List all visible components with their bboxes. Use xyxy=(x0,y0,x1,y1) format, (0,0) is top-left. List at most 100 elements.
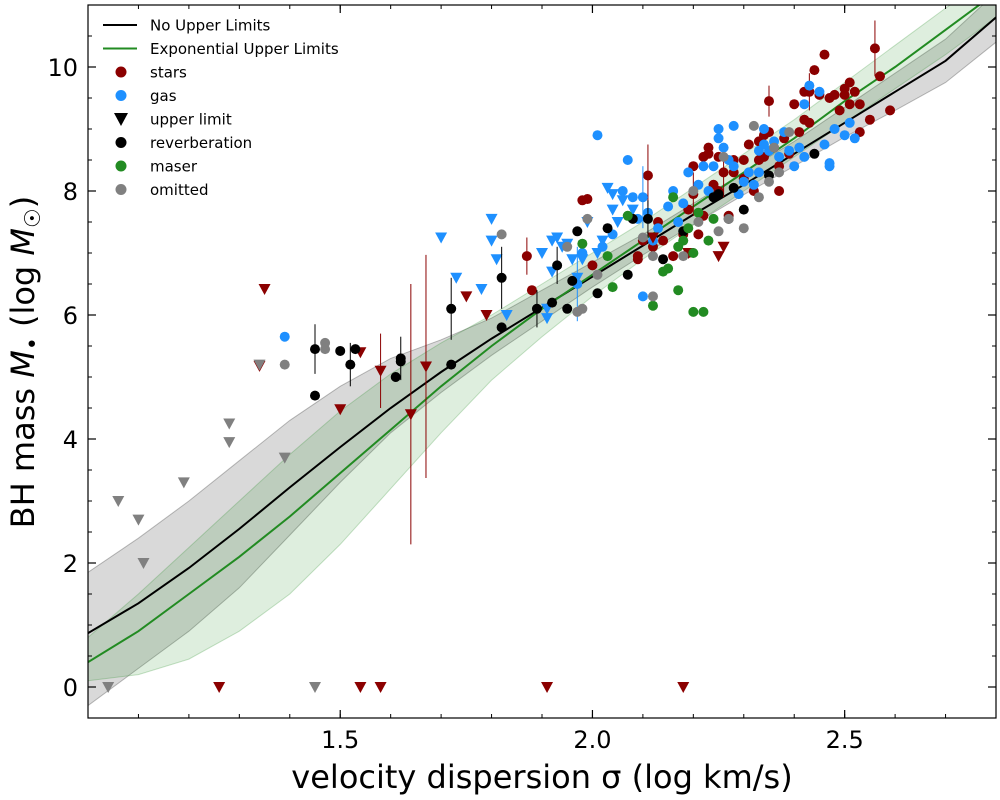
data-point xyxy=(582,194,593,205)
data-point xyxy=(547,297,558,308)
data-point xyxy=(885,105,896,116)
data-point xyxy=(869,43,880,54)
data-point xyxy=(592,269,603,280)
legend-dot-marker xyxy=(115,90,127,101)
upper-limit-point xyxy=(435,232,448,244)
data-point xyxy=(718,151,729,162)
legend-label: reverberation xyxy=(150,134,252,152)
x-tick-label: 1.5 xyxy=(321,726,359,754)
data-point xyxy=(562,241,573,252)
upper-limit-point xyxy=(601,182,614,194)
data-point xyxy=(310,344,320,355)
fit-lines xyxy=(88,5,996,664)
data-point xyxy=(718,142,729,153)
upper-limit-point xyxy=(717,241,730,253)
data-point xyxy=(834,105,845,116)
data-point xyxy=(647,300,658,311)
data-point xyxy=(653,223,664,234)
axis-ticks: 1.5 2.0 2.5 0 2 4 6 8 10 xyxy=(47,4,997,754)
data-point xyxy=(743,167,754,178)
upper-limit-point xyxy=(576,254,589,266)
upper-limit-point xyxy=(253,359,266,371)
data-point xyxy=(693,207,704,218)
data-point xyxy=(849,133,860,144)
data-point xyxy=(758,124,769,134)
data-point xyxy=(738,176,749,187)
upper-limit-point xyxy=(374,365,387,377)
data-point xyxy=(552,260,563,271)
upper-limit-point xyxy=(112,496,125,507)
y-tick-label: 2 xyxy=(63,550,78,578)
data-point xyxy=(703,235,714,246)
upper-limit-point xyxy=(223,437,236,449)
data-point xyxy=(753,167,764,178)
upper-limit-point xyxy=(571,272,584,284)
data-point xyxy=(390,372,401,382)
data-point xyxy=(844,77,855,88)
data-point xyxy=(794,142,805,153)
upper-limit-point xyxy=(541,313,554,325)
legend-label: upper limit xyxy=(150,111,232,129)
data-point xyxy=(718,167,729,178)
data-point xyxy=(824,161,835,172)
data-point xyxy=(693,217,704,227)
legend-label: No Upper Limits xyxy=(150,17,271,35)
upper-limit-point xyxy=(626,204,639,216)
data-point xyxy=(673,285,684,296)
data-point xyxy=(673,217,684,227)
y-tick-label: 8 xyxy=(63,178,78,206)
data-point xyxy=(809,65,820,76)
data-point xyxy=(698,306,709,317)
upper-limit-point xyxy=(177,477,190,489)
upper-limit-point xyxy=(596,235,609,247)
legend-label: maser xyxy=(150,158,198,176)
data-point xyxy=(784,145,795,156)
x-axis-label: velocity dispersion σ (log km/s) xyxy=(291,758,792,796)
data-point xyxy=(713,189,724,200)
data-point xyxy=(693,229,704,240)
data-point xyxy=(622,210,633,221)
upper-limit-point xyxy=(213,682,226,693)
data-point xyxy=(769,142,780,153)
data-point xyxy=(809,148,820,159)
data-point xyxy=(572,226,583,237)
legend-dot-marker xyxy=(115,184,127,195)
data-point xyxy=(748,179,759,190)
data-point xyxy=(446,359,457,370)
data-point xyxy=(774,151,785,162)
data-point xyxy=(592,130,603,141)
x-tick-label: 2.0 xyxy=(573,726,611,754)
upper-limit-point xyxy=(500,310,513,321)
upper-limit-point xyxy=(419,361,432,373)
legend-dot-marker xyxy=(115,66,127,78)
upper-limit-point xyxy=(485,235,498,247)
data-point xyxy=(743,139,754,150)
data-point xyxy=(637,192,648,203)
x-tick-label: 2.5 xyxy=(826,726,864,754)
data-point xyxy=(496,322,507,333)
data-point xyxy=(496,229,507,240)
data-point xyxy=(864,114,875,125)
data-point xyxy=(728,182,739,193)
data-point xyxy=(688,306,699,317)
data-point xyxy=(496,272,507,283)
data-point xyxy=(713,124,724,134)
legend-dot-marker xyxy=(115,137,127,148)
data-point xyxy=(804,80,815,91)
data-point xyxy=(839,130,850,141)
data-point xyxy=(637,291,648,302)
data-point xyxy=(738,223,749,234)
y-axis-label-sub: • xyxy=(21,337,46,350)
data-point xyxy=(647,251,658,262)
y-tick-label: 10 xyxy=(47,54,78,82)
data-point xyxy=(849,86,860,97)
data-point xyxy=(683,223,694,234)
upper-limit-point xyxy=(404,409,417,421)
data-point xyxy=(310,390,320,401)
data-point xyxy=(678,198,689,209)
legend-label: gas xyxy=(150,87,177,105)
data-points xyxy=(102,20,896,693)
upper-limit-point xyxy=(475,283,488,295)
data-point xyxy=(658,235,669,246)
